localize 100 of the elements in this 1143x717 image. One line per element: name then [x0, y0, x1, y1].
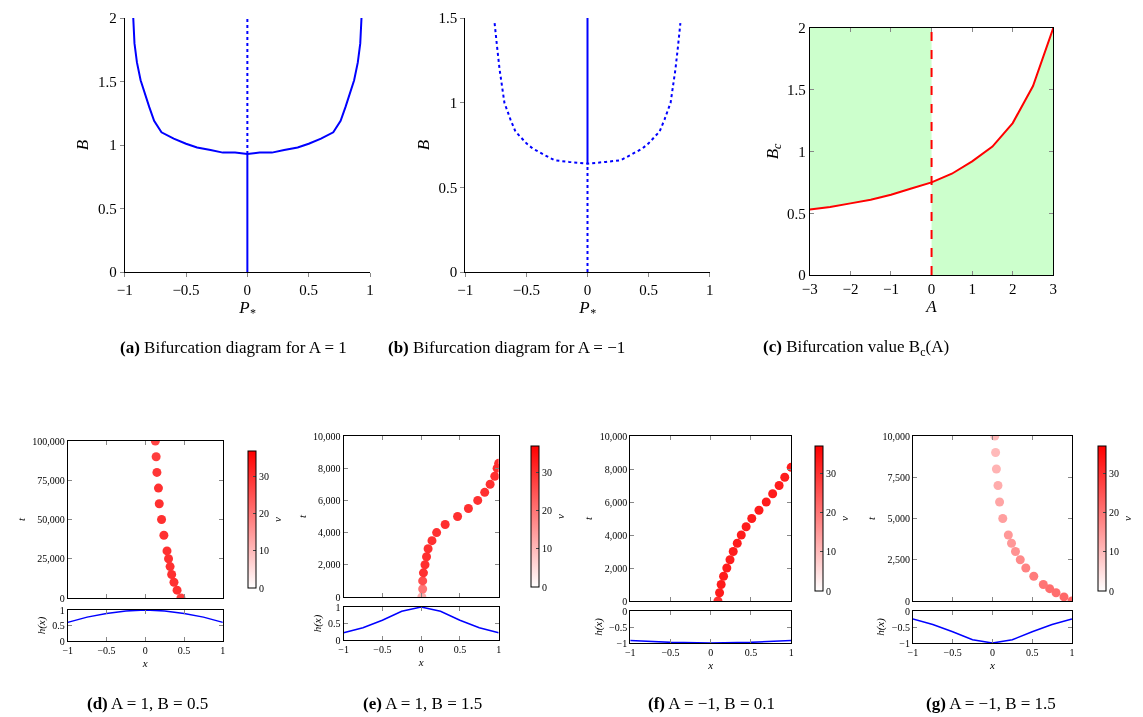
text: (d) A = 1, B = 0.5: [87, 694, 209, 713]
x-tick-label: 0.5: [639, 282, 658, 298]
color-bar-label: 0: [259, 582, 264, 594]
y-tick-label: 0: [449, 264, 458, 281]
y-axis-title: t: [582, 516, 595, 521]
x-tick-label: −0.5: [373, 644, 392, 655]
y-tick-label: 0.5: [97, 200, 117, 217]
y-tick-label: 6,000: [318, 494, 341, 506]
x-tick-label: 0: [243, 282, 252, 298]
y-axis-title: t: [14, 517, 27, 522]
x-tick-label: 0: [142, 645, 148, 656]
y-tick-label: 1.5: [97, 73, 117, 90]
text: (g) A = −1, B = 1.5: [926, 694, 1056, 713]
y-tick-label: 0: [335, 634, 341, 646]
x-axis-title: x: [141, 657, 148, 670]
x-tick-label: −0.5: [172, 282, 200, 298]
color-bar-label: 10: [259, 545, 269, 557]
y-tick-label: 8,000: [604, 463, 628, 475]
color-bar-label: 10: [542, 543, 552, 555]
text: (e) A = 1, B = 1.5: [363, 694, 483, 713]
y-axis-title: t: [295, 514, 308, 519]
y-tick-label: 0: [798, 267, 806, 284]
y-tick-label: −0.5: [891, 621, 910, 633]
y-tick-label: −0.5: [609, 621, 628, 633]
y-axis-title: h(x): [34, 616, 48, 635]
y-tick-label: 0: [622, 605, 628, 617]
y-tick-label: 10,000: [882, 430, 910, 442]
y-tick-label: 0: [59, 592, 65, 604]
x-axis-title: A: [925, 297, 938, 317]
color-bar-label: 30: [1109, 467, 1119, 479]
x-axis-title: x: [417, 656, 424, 669]
x-axis-title: x: [707, 659, 714, 672]
x-tick-label: 1: [220, 645, 226, 656]
y-tick-label: 1.5: [438, 10, 458, 27]
text: (f) A = −1, B = 0.1: [648, 694, 775, 713]
x-tick-label: −3: [801, 281, 818, 297]
y-tick-label: 1.5: [787, 82, 806, 98]
y-tick-label: 2,000: [318, 559, 341, 571]
color-bar-title: v: [1121, 515, 1133, 521]
y-tick-label: 0: [904, 605, 910, 617]
y-tick-label: 25,000: [37, 553, 65, 565]
y-tick-label: 10,000: [599, 430, 628, 442]
x-axis-title: P$_{*}$: [578, 298, 596, 320]
x-tick-label: −0.5: [943, 647, 962, 658]
color-bar-label: 30: [542, 467, 552, 479]
color-bar-label: 20: [826, 507, 836, 519]
y-tick-label: 1: [109, 137, 117, 154]
y-tick-label: 0: [59, 635, 65, 647]
color-bar-title: v: [271, 516, 283, 522]
text: (c) Bifurcation value B$_{c}$(A): [763, 337, 950, 359]
x-tick-label: −0.5: [661, 647, 680, 658]
x-tick-label: 0: [927, 281, 936, 297]
text: (a) Bifurcation diagram for A = 1: [120, 338, 347, 357]
x-tick-label: 1: [496, 644, 502, 655]
color-bar-label: 10: [826, 546, 836, 558]
y-tick-label: 4,000: [604, 529, 628, 541]
color-bar-label: 20: [542, 505, 552, 517]
y-tick-label: 0: [622, 595, 628, 607]
x-tick-label: −0.5: [512, 282, 541, 298]
x-tick-label: 0.5: [177, 645, 191, 656]
y-tick-label: 75,000: [37, 474, 65, 486]
color-bar-title: v: [838, 515, 850, 521]
y-tick-label: 2: [798, 20, 806, 37]
x-tick-label: −2: [842, 281, 859, 297]
y-axis-title: B: [73, 139, 93, 151]
y-tick-label: 0: [109, 264, 117, 281]
y-tick-label: 0.5: [787, 205, 806, 222]
color-bar-label: 30: [259, 471, 269, 483]
y-axis-title: t: [865, 516, 878, 521]
x-tick-label: 3: [1049, 281, 1058, 297]
y-tick-label: 2: [109, 10, 117, 27]
y-tick-label: 0.5: [328, 618, 341, 629]
y-tick-label: 7,500: [887, 471, 910, 483]
color-bar-title: v: [554, 513, 566, 519]
color-bar-label: 30: [826, 467, 836, 479]
color-bar-label: 20: [259, 508, 269, 520]
color-bar-label: 20: [1109, 507, 1119, 519]
x-tick-label: 0.5: [299, 282, 319, 298]
y-tick-label: 1: [59, 604, 65, 616]
y-tick-label: 0.5: [438, 179, 458, 196]
x-tick-label: 0: [708, 647, 714, 658]
x-tick-label: 1: [705, 282, 714, 298]
x-tick-label: 0.5: [1025, 647, 1039, 658]
x-tick-label: 0: [989, 647, 995, 658]
y-tick-label: 0: [904, 595, 910, 607]
y-tick-label: 5,000: [887, 513, 910, 524]
y-axis-title: B: [414, 139, 434, 151]
y-tick-label: 8,000: [318, 462, 341, 474]
y-tick-label: 6,000: [604, 496, 628, 508]
x-axis-title: P$_{*}$: [238, 298, 256, 320]
x-tick-label: 0: [418, 644, 424, 655]
y-tick-label: 10,000: [313, 430, 341, 442]
x-tick-label: 0.5: [744, 647, 758, 658]
x-tick-label: 1: [366, 282, 374, 298]
y-tick-label: 4,000: [318, 527, 341, 539]
y-axis-title: h(x): [310, 614, 324, 633]
x-tick-label: 1: [1069, 647, 1075, 658]
y-tick-label: 2,000: [604, 562, 628, 574]
color-bar-label: 10: [1109, 546, 1119, 558]
y-axis-title: h(x): [591, 617, 605, 636]
